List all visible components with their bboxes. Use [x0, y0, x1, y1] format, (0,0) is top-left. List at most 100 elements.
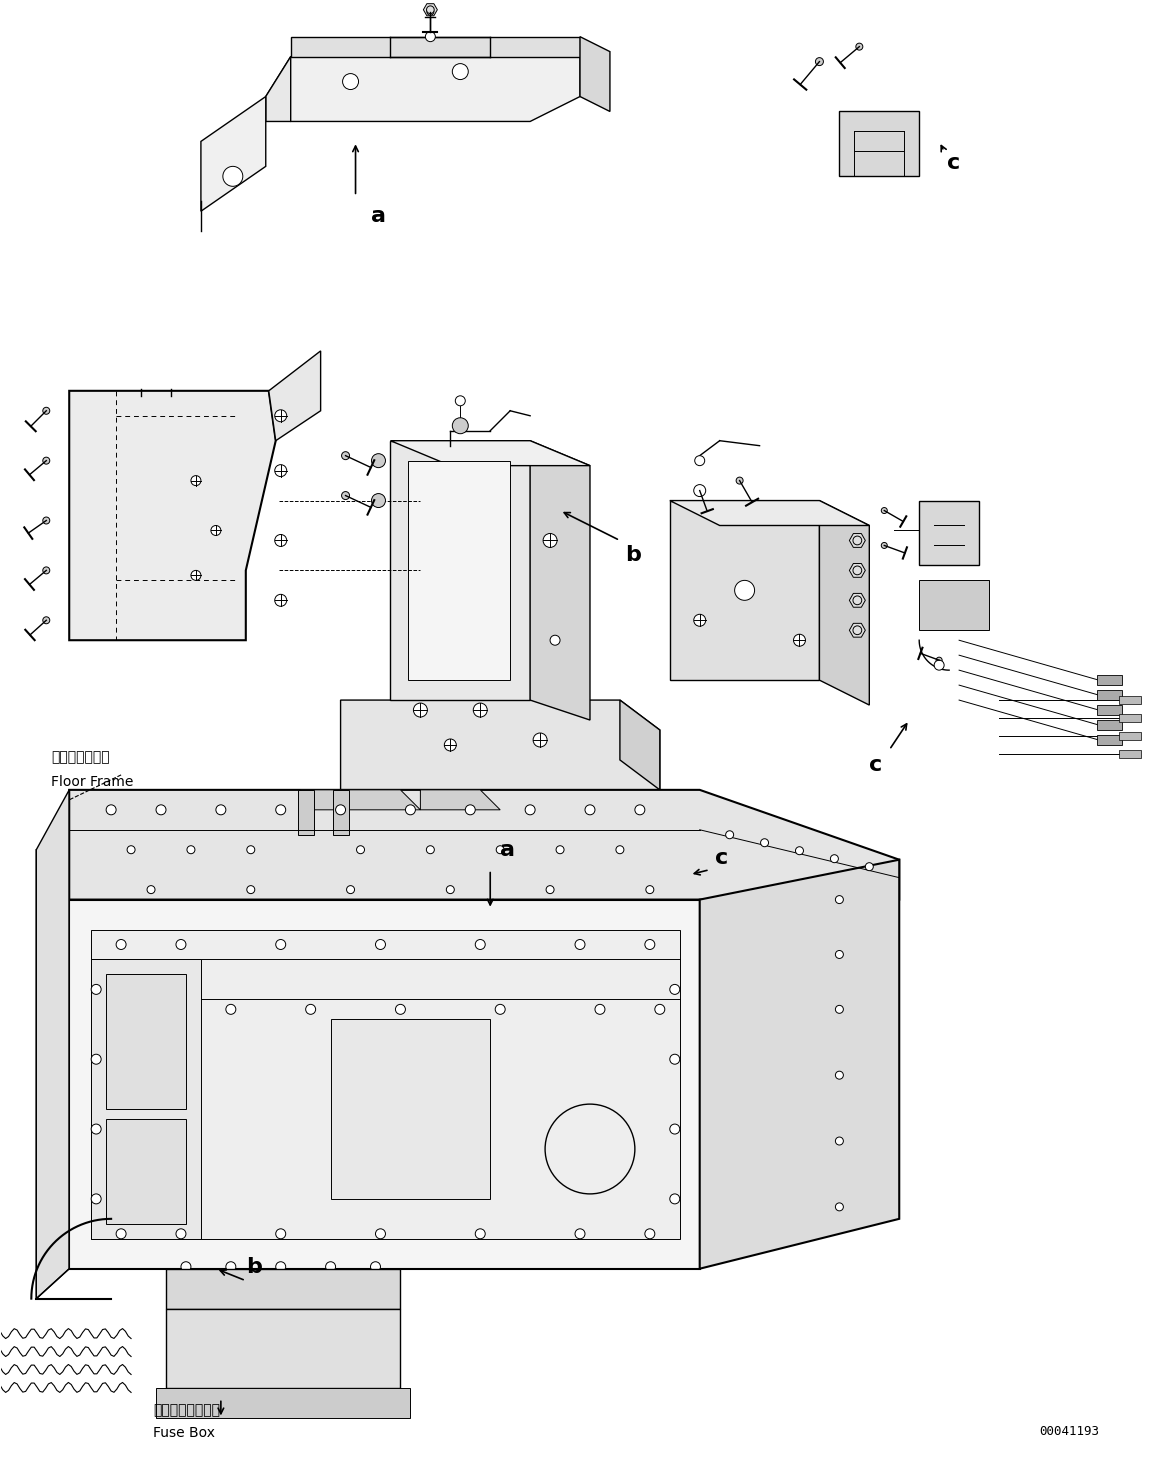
Polygon shape — [840, 111, 919, 176]
Circle shape — [497, 846, 505, 853]
Circle shape — [835, 1204, 843, 1211]
Circle shape — [147, 885, 155, 894]
Polygon shape — [166, 1268, 400, 1309]
Circle shape — [226, 1262, 236, 1271]
Circle shape — [91, 1054, 101, 1064]
Polygon shape — [156, 1388, 411, 1419]
Circle shape — [447, 885, 455, 894]
Circle shape — [347, 885, 355, 894]
Circle shape — [116, 940, 126, 950]
Bar — [1097, 705, 1121, 715]
Polygon shape — [700, 859, 899, 1268]
Circle shape — [476, 1229, 485, 1239]
Circle shape — [550, 635, 561, 645]
Circle shape — [830, 855, 839, 862]
Polygon shape — [266, 57, 291, 122]
Text: b: b — [245, 1256, 262, 1277]
Circle shape — [697, 488, 702, 494]
Polygon shape — [330, 1019, 491, 1199]
Circle shape — [371, 1262, 380, 1271]
Circle shape — [406, 805, 415, 815]
Bar — [1097, 734, 1121, 745]
Circle shape — [670, 984, 679, 994]
Polygon shape — [849, 623, 865, 638]
Bar — [1119, 732, 1141, 740]
Text: Floor Frame: Floor Frame — [51, 776, 134, 789]
Circle shape — [526, 805, 535, 815]
Circle shape — [465, 805, 476, 815]
Circle shape — [395, 1004, 406, 1014]
Circle shape — [276, 1229, 286, 1239]
Circle shape — [694, 485, 706, 497]
Text: c: c — [715, 847, 728, 868]
Polygon shape — [70, 391, 276, 641]
Circle shape — [371, 494, 385, 507]
Circle shape — [736, 476, 743, 484]
Circle shape — [533, 733, 547, 748]
Polygon shape — [106, 1119, 186, 1224]
Circle shape — [852, 566, 862, 575]
Circle shape — [376, 1229, 385, 1239]
Text: 00041193: 00041193 — [1039, 1425, 1099, 1438]
Circle shape — [934, 660, 944, 670]
Circle shape — [670, 1193, 679, 1204]
Circle shape — [274, 465, 287, 476]
Circle shape — [43, 457, 50, 465]
Circle shape — [616, 846, 623, 853]
Circle shape — [795, 847, 804, 855]
Text: c: c — [947, 154, 961, 173]
Circle shape — [211, 525, 221, 535]
Circle shape — [276, 805, 286, 815]
Circle shape — [694, 456, 705, 466]
Polygon shape — [670, 500, 869, 525]
Polygon shape — [333, 790, 349, 834]
Circle shape — [835, 1006, 843, 1013]
Polygon shape — [849, 534, 865, 547]
Circle shape — [91, 1193, 101, 1204]
Polygon shape — [919, 500, 979, 566]
Circle shape — [547, 885, 554, 894]
Polygon shape — [106, 975, 186, 1110]
Polygon shape — [266, 57, 580, 122]
Circle shape — [247, 846, 255, 853]
Circle shape — [635, 805, 644, 815]
Circle shape — [644, 1229, 655, 1239]
Circle shape — [343, 73, 358, 89]
Circle shape — [670, 1054, 679, 1064]
Circle shape — [452, 63, 469, 79]
Circle shape — [274, 410, 287, 422]
Circle shape — [187, 846, 195, 853]
Circle shape — [835, 950, 843, 959]
Circle shape — [865, 862, 873, 871]
Bar — [1097, 690, 1121, 701]
Polygon shape — [670, 500, 820, 680]
Text: Fuse Box: Fuse Box — [154, 1426, 215, 1440]
Text: c: c — [869, 755, 883, 776]
Text: フューズボックス: フューズボックス — [154, 1403, 220, 1418]
Circle shape — [543, 534, 557, 547]
Circle shape — [645, 885, 654, 894]
Circle shape — [276, 940, 286, 950]
Polygon shape — [580, 37, 609, 111]
Circle shape — [556, 846, 564, 853]
Circle shape — [427, 846, 434, 853]
Polygon shape — [420, 790, 500, 809]
Circle shape — [181, 1262, 191, 1271]
Circle shape — [426, 32, 435, 41]
Circle shape — [644, 940, 655, 950]
Bar — [1119, 751, 1141, 758]
Circle shape — [852, 626, 862, 635]
Circle shape — [852, 595, 862, 604]
Polygon shape — [91, 959, 201, 1239]
Circle shape — [106, 805, 116, 815]
Polygon shape — [298, 790, 314, 834]
Circle shape — [216, 805, 226, 815]
Polygon shape — [201, 97, 266, 211]
Polygon shape — [849, 563, 865, 578]
Circle shape — [476, 940, 485, 950]
Circle shape — [936, 657, 942, 663]
Circle shape — [156, 805, 166, 815]
Polygon shape — [166, 1309, 400, 1388]
Bar — [1119, 714, 1141, 723]
Circle shape — [191, 570, 201, 581]
